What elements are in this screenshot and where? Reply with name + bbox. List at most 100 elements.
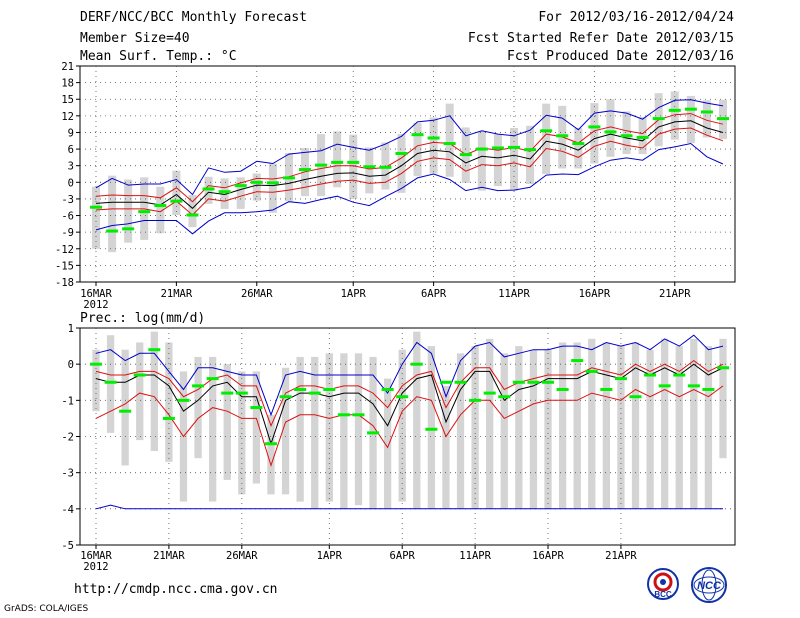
- forecast-start-date: Fcst Started Refer Date 2012/03/15: [467, 31, 734, 46]
- temp-panel: 21 18 15 12 9 6 3 0 -3 -6 -9 -12 -15 -18 16MAR 21MAR 26M…: [55, 61, 736, 311]
- temp-median-mark: [90, 205, 102, 209]
- temp-spread-box: [702, 100, 711, 138]
- prec-median-mark: [673, 373, 686, 377]
- prec-median-mark: [352, 413, 365, 417]
- temp-median-mark: [636, 135, 649, 139]
- prec-median-mark: [658, 384, 671, 388]
- prec-median-mark: [702, 387, 715, 391]
- prec-x-tick-label: 21MAR: [153, 550, 185, 562]
- temp-spread-box: [365, 147, 374, 194]
- prec-median-mark: [410, 362, 423, 366]
- temp-x-tick-label: 6APR: [421, 288, 447, 300]
- temp-median-mark: [556, 134, 569, 138]
- prec-median-mark: [308, 391, 321, 395]
- temp-x-tick-label: 11APR: [498, 288, 530, 300]
- prec-y-tick-label: -4: [61, 504, 74, 516]
- temp-median-mark: [299, 168, 311, 172]
- temp-median-mark: [202, 187, 215, 191]
- prec-spread-box: [252, 371, 261, 484]
- temp-max-line: [95, 99, 724, 196]
- temp-spread-box: [477, 131, 486, 191]
- prec-x-tick-label: 16APR: [532, 550, 564, 562]
- temp-y-tick-label: -6: [61, 211, 74, 223]
- temp-spread-box: [429, 117, 438, 174]
- prec-median-mark: [571, 359, 584, 363]
- prec-spread-box: [427, 346, 436, 509]
- temp-spread-box: [574, 128, 583, 169]
- prec-median-mark: [294, 387, 307, 391]
- prec-spread-box: [500, 353, 508, 509]
- temp-median-mark: [475, 147, 488, 151]
- prec-spread-box: [150, 331, 158, 451]
- temp-spread-box: [670, 91, 679, 140]
- temp-spread-box: [172, 170, 181, 215]
- temp-median-mark: [282, 176, 295, 180]
- temp-median-mark: [427, 136, 440, 140]
- temp-median-mark: [604, 130, 617, 134]
- ncc-logo: NCC: [691, 567, 727, 603]
- prec-median-mark: [629, 395, 642, 399]
- bcc-logo-text: BCC: [654, 590, 672, 599]
- prec-max-line: [95, 334, 724, 417]
- temp-spread-box: [638, 116, 647, 155]
- temp-y-tick-label: 18: [61, 78, 74, 90]
- prec-y-tick-label: -5: [61, 540, 74, 552]
- prec-spread-box: [106, 335, 115, 433]
- temp-median-mark: [347, 160, 360, 164]
- prec-spread-box: [209, 356, 217, 502]
- temp-median-mark: [379, 165, 392, 169]
- prec-spread-box: [661, 338, 669, 509]
- prec-y-tick-label: -3: [61, 468, 74, 480]
- prec-median-mark: [483, 391, 496, 395]
- temp-spread-box: [220, 178, 229, 209]
- temp-spread-box: [606, 99, 615, 157]
- temp-median-mark: [186, 213, 199, 217]
- prec-median-mark: [148, 348, 161, 352]
- prec-x-tick-label: 21APR: [605, 550, 637, 562]
- prec-median-mark: [717, 366, 729, 370]
- temp-median-mark: [459, 153, 472, 157]
- temp-spread-box: [268, 163, 277, 213]
- temp-median-mark: [572, 142, 585, 146]
- temp-x-tick-label: 21APR: [659, 288, 691, 300]
- prec-median-mark: [396, 395, 409, 399]
- temp-median-mark: [106, 229, 119, 233]
- prec-x-tick-label: 26MAR: [226, 550, 258, 562]
- prec-median-mark: [527, 380, 540, 384]
- prec-spread-box: [281, 367, 290, 495]
- temp-median-mark: [700, 110, 713, 114]
- temp-spread-box: [509, 128, 519, 191]
- temp-spread-box: [124, 179, 133, 243]
- prec-median-mark: [585, 369, 598, 373]
- temp-y-tick-label: -12: [55, 244, 74, 256]
- temp-median-mark: [443, 142, 456, 146]
- prec-spread-box: [573, 342, 581, 509]
- temp-spread-box: [542, 103, 551, 174]
- prec-x-tick-label: 16MAR: [80, 550, 112, 562]
- temp-y-tick-label: 21: [61, 61, 74, 73]
- temp-median-mark: [138, 210, 151, 214]
- temp-median-mark: [411, 133, 424, 137]
- prec-spread-box: [413, 331, 421, 509]
- temp-spread-box: [188, 195, 197, 228]
- temp-median-mark: [154, 204, 167, 208]
- prec-spread-box: [354, 353, 363, 506]
- prec-spread-box: [544, 349, 552, 509]
- temp-spread-box: [108, 175, 117, 253]
- prec-median-mark: [162, 416, 175, 420]
- prec-panel-title: Prec.: log(mm/d): [80, 311, 205, 326]
- source-url[interactable]: http://cmdp.ncc.cma.gov.cn: [74, 582, 278, 597]
- prec-median-mark: [614, 377, 627, 381]
- chart-title: DERF/NCC/BCC Monthly Forecast: [80, 10, 307, 25]
- prec-spread-box: [515, 346, 523, 509]
- temp-median-mark: [684, 107, 697, 111]
- temp-y-tick-label: -15: [55, 260, 74, 272]
- prec-median-mark: [104, 380, 117, 384]
- prec-median-mark: [177, 398, 190, 402]
- prec-median-mark: [381, 387, 394, 391]
- prec-spread-box: [442, 385, 450, 509]
- variable-label: Mean Surf. Temp.: °C: [80, 49, 237, 64]
- temp-spread-box: [91, 186, 101, 249]
- prec-median-mark: [133, 373, 146, 377]
